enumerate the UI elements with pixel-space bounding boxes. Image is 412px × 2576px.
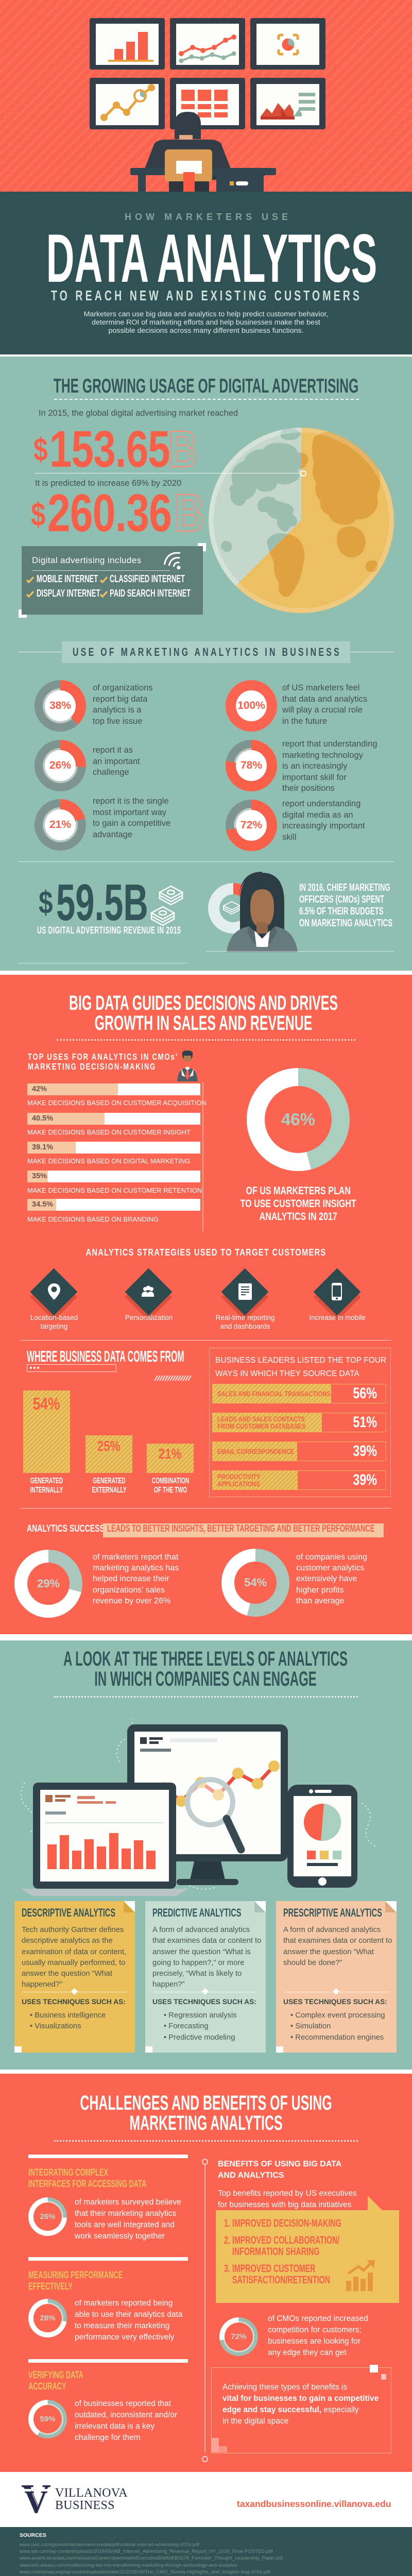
svg-text:V: V	[21, 2483, 51, 2514]
svg-text:V: V	[23, 2483, 49, 2514]
svg-text:V: V	[24, 2484, 47, 2514]
